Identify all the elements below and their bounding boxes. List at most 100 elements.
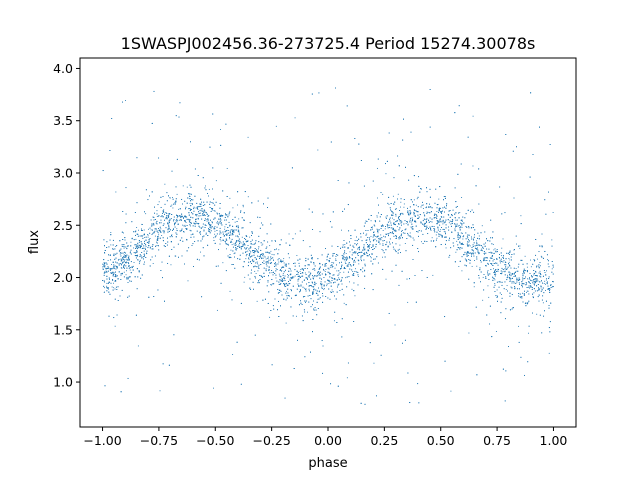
scatter-point — [252, 243, 254, 245]
scatter-point — [115, 261, 117, 263]
scatter-point — [540, 255, 542, 257]
scatter-point — [484, 253, 485, 255]
scatter-point — [329, 273, 331, 275]
scatter-point — [255, 242, 257, 244]
scatter-point — [316, 314, 318, 316]
scatter-point — [376, 216, 378, 218]
scatter-point — [479, 267, 481, 269]
scatter-point — [124, 256, 126, 258]
scatter-point — [387, 221, 389, 223]
scatter-point — [494, 279, 496, 281]
scatter-point — [139, 261, 141, 263]
scatter-point — [409, 232, 411, 234]
scatter-point — [275, 277, 277, 279]
scatter-point — [515, 268, 517, 270]
scatter-point — [133, 239, 135, 241]
scatter-point — [136, 245, 138, 247]
scatter-point — [116, 266, 118, 268]
scatter-point — [206, 220, 208, 222]
scatter-point — [185, 228, 187, 230]
scatter-point — [150, 229, 152, 231]
scatter-point — [281, 267, 282, 269]
scatter-point — [409, 221, 410, 223]
scatter-point — [408, 235, 410, 237]
scatter-point — [399, 220, 401, 222]
scatter-point — [527, 287, 529, 288]
scatter-point — [120, 248, 122, 250]
scatter-point — [300, 285, 302, 287]
scatter-point — [282, 273, 284, 275]
scatter-point — [343, 271, 345, 273]
scatter-point — [326, 285, 328, 287]
scatter-point — [435, 234, 437, 236]
scatter-point — [152, 263, 154, 264]
scatter-point — [117, 278, 119, 280]
scatter-point — [362, 271, 364, 273]
scatter-point — [202, 212, 204, 214]
scatter-point — [407, 224, 409, 226]
scatter-point — [353, 261, 355, 263]
scatter-point — [298, 285, 300, 286]
scatter-point — [542, 302, 544, 304]
scatter-point — [373, 362, 375, 364]
scatter-point — [318, 268, 320, 270]
scatter-point — [472, 246, 474, 247]
scatter-point — [403, 203, 405, 205]
scatter-point — [437, 229, 439, 231]
scatter-point — [136, 227, 138, 228]
scatter-point — [272, 257, 274, 259]
scatter-point — [232, 264, 234, 265]
scatter-point — [476, 240, 478, 242]
scatter-point — [147, 234, 149, 236]
scatter-point — [230, 229, 232, 231]
scatter-point — [458, 266, 460, 267]
scatter-point — [166, 192, 168, 194]
scatter-point — [222, 262, 224, 264]
scatter-point — [415, 210, 417, 212]
scatter-point — [198, 211, 199, 213]
scatter-point — [534, 278, 536, 280]
scatter-point — [548, 352, 550, 354]
scatter-point — [535, 270, 537, 272]
scatter-point — [193, 206, 195, 208]
scatter-point — [494, 270, 496, 272]
scatter-point — [551, 271, 553, 273]
scatter-point — [107, 260, 109, 261]
scatter-point — [508, 252, 509, 254]
scatter-point — [467, 245, 469, 247]
scatter-point — [225, 238, 227, 240]
scatter-point — [324, 274, 326, 276]
scatter-point — [325, 269, 327, 270]
scatter-point — [502, 238, 504, 240]
scatter-point — [547, 285, 549, 287]
scatter-point — [493, 258, 495, 260]
scatter-point — [326, 256, 328, 258]
scatter-point — [524, 303, 526, 304]
scatter-point — [242, 252, 244, 254]
scatter-point — [520, 297, 522, 299]
scatter-point — [129, 269, 131, 271]
scatter-point — [301, 315, 303, 317]
scatter-point — [375, 235, 377, 237]
scatter-point — [450, 390, 452, 392]
scatter-point — [357, 247, 359, 249]
scatter-point — [409, 206, 411, 208]
scatter-point — [472, 252, 474, 254]
scatter-point — [492, 243, 494, 245]
scatter-point — [388, 233, 389, 235]
scatter-point — [367, 230, 369, 231]
scatter-point — [114, 325, 116, 327]
scatter-point — [337, 254, 339, 256]
scatter-point — [145, 248, 146, 250]
scatter-point — [394, 208, 396, 210]
scatter-point — [481, 250, 483, 252]
scatter-point — [279, 244, 281, 246]
scatter-point — [459, 227, 461, 229]
scatter-point — [352, 271, 354, 273]
scatter-point — [510, 286, 512, 288]
scatter-point — [125, 270, 127, 272]
scatter-point — [547, 259, 549, 261]
scatter-point — [508, 257, 510, 259]
scatter-point — [266, 233, 268, 235]
scatter-point — [119, 253, 121, 255]
